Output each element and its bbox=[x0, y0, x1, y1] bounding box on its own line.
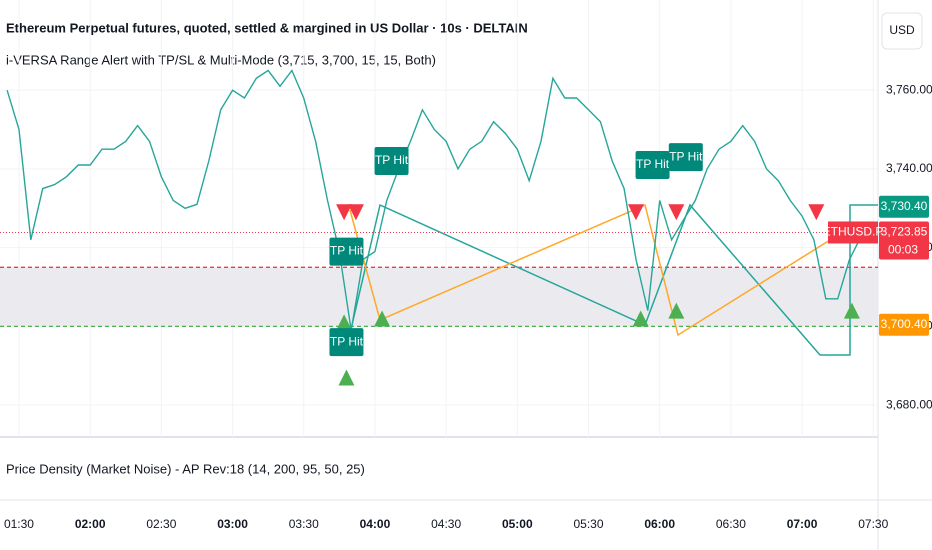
x-tick-label: 07:00 bbox=[787, 517, 818, 531]
tp-hit-label: TP Hit bbox=[330, 244, 364, 258]
x-tick-label: 02:30 bbox=[146, 517, 176, 531]
y-tick-label: 3,680.00 bbox=[886, 397, 932, 411]
y-tick-label: 3,760.00 bbox=[886, 82, 932, 96]
tp-hit-label: TP Hit bbox=[669, 149, 703, 163]
tp-hit-box bbox=[374, 147, 409, 176]
buy-signal bbox=[843, 302, 860, 319]
sell-signal bbox=[336, 204, 353, 221]
price-countdown: 00:03 bbox=[888, 243, 918, 257]
symbol-label: ETHUSD.P bbox=[823, 225, 884, 239]
x-tick-label: 02:00 bbox=[75, 517, 106, 531]
buy-signal bbox=[374, 310, 391, 327]
x-tick-label: 04:30 bbox=[431, 517, 461, 531]
tp-hit-box bbox=[329, 328, 364, 357]
buy-signal bbox=[338, 369, 355, 386]
x-tick-label: 06:30 bbox=[716, 517, 746, 531]
sell-signal bbox=[347, 204, 364, 221]
symbol-tag bbox=[828, 221, 878, 244]
buy-signal bbox=[336, 314, 353, 331]
x-tick-label: 03:00 bbox=[217, 517, 248, 531]
sell-signal bbox=[668, 204, 685, 221]
sell-signal bbox=[808, 204, 825, 221]
x-tick-label: 05:00 bbox=[502, 517, 533, 531]
price-tag-label: 3,730.40 bbox=[881, 199, 928, 213]
price-tag bbox=[879, 221, 929, 260]
currency-button[interactable] bbox=[881, 12, 923, 50]
tp-hit-label: TP Hit bbox=[375, 153, 409, 167]
price-line bbox=[6, 69, 863, 331]
tp-hit-box bbox=[668, 143, 703, 172]
x-tick-label: 01:30 bbox=[4, 517, 34, 531]
sell-signal bbox=[627, 204, 644, 221]
currency-label[interactable]: USD bbox=[889, 23, 915, 37]
price-tag bbox=[879, 195, 929, 218]
chart-title: Ethereum Perpetual futures, quoted, sett… bbox=[6, 20, 528, 35]
range-zone bbox=[0, 267, 878, 327]
y-tick-label: 3,740.00 bbox=[886, 161, 932, 175]
tp-hit-box bbox=[635, 150, 670, 179]
price-tag bbox=[879, 313, 929, 336]
tp-hit-label: TP Hit bbox=[330, 334, 364, 348]
indicator-title: i-VERSA Range Alert with TP/SL & Multi-M… bbox=[6, 52, 436, 67]
pane2-title: Price Density (Market Noise) - AP Rev:18… bbox=[6, 461, 365, 476]
x-tick-label: 05:30 bbox=[573, 517, 603, 531]
tp-hit-box bbox=[329, 237, 364, 266]
x-tick-label: 03:30 bbox=[289, 517, 319, 531]
price-tag-label: 3,700.40 bbox=[881, 317, 928, 331]
x-tick-label: 07:30 bbox=[858, 517, 888, 531]
tp-hit-label: TP Hit bbox=[636, 157, 670, 171]
buy-signal bbox=[632, 310, 649, 327]
buy-signal bbox=[668, 302, 685, 319]
x-tick-label: 04:00 bbox=[360, 517, 391, 531]
x-tick-label: 06:00 bbox=[644, 517, 675, 531]
price-tag-label: 3,723.85 bbox=[881, 225, 928, 239]
